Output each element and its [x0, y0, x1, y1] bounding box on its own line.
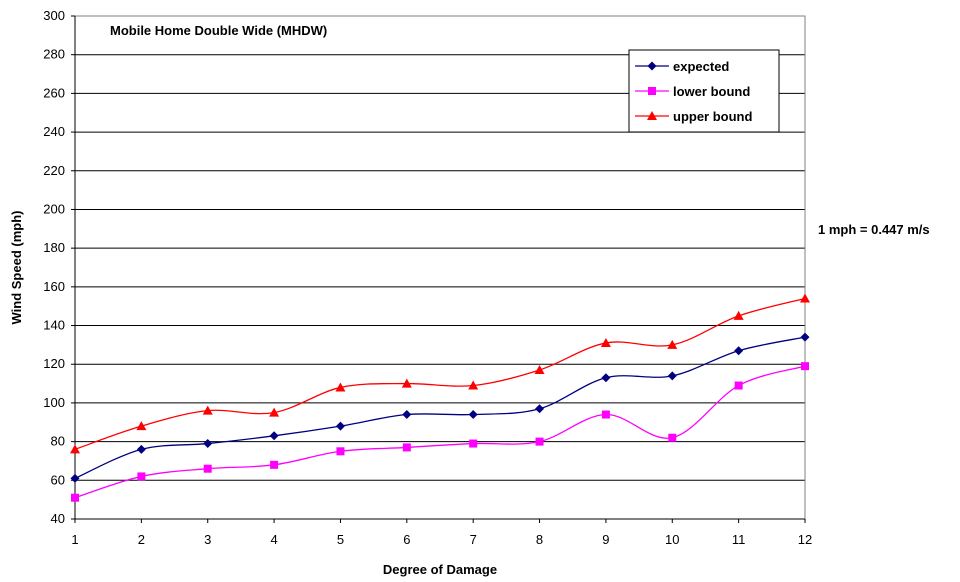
x-tick-label: 6	[403, 532, 410, 547]
data-point	[535, 437, 544, 446]
data-point	[70, 444, 80, 454]
data-point	[336, 447, 345, 456]
data-point	[800, 293, 810, 303]
data-point	[401, 378, 412, 388]
y-tick-label: 260	[43, 85, 65, 100]
y-tick-label: 60	[51, 472, 65, 487]
data-point	[733, 310, 744, 320]
chart-title: Mobile Home Double Wide (MHDW)	[110, 23, 327, 38]
x-tick-label: 3	[204, 532, 211, 547]
data-point	[468, 380, 479, 390]
x-tick-label: 8	[536, 532, 543, 547]
y-tick-label: 160	[43, 279, 65, 294]
data-point	[70, 473, 80, 483]
data-point	[534, 365, 545, 375]
legend-marker	[648, 87, 656, 95]
x-tick-label: 10	[665, 532, 679, 547]
data-point	[801, 362, 809, 371]
y-tick-label: 120	[43, 356, 65, 371]
x-tick-labels: 1 2 3 4 5 6 7 8 9 10 11 12	[71, 532, 812, 547]
legend-marker	[647, 61, 657, 71]
y-tick-label: 300	[43, 8, 65, 23]
x-tick-label: 2	[138, 532, 145, 547]
y-tick-label: 240	[43, 124, 65, 139]
data-point	[137, 472, 146, 481]
legend-label: upper bound	[673, 109, 752, 124]
data-point	[800, 332, 810, 342]
x-axis-title: Degree of Damage	[383, 562, 497, 577]
y-tick-label: 200	[43, 201, 65, 216]
data-point	[734, 346, 744, 356]
axes	[71, 15, 806, 523]
legend-label: lower bound	[673, 84, 750, 99]
x-tick-label: 5	[337, 532, 344, 547]
data-point	[601, 410, 610, 419]
data-point	[335, 421, 345, 431]
y-tick-label: 80	[51, 434, 65, 449]
data-point	[601, 373, 611, 383]
y-tick-label: 180	[43, 240, 65, 255]
data-point	[269, 431, 279, 441]
data-point	[667, 339, 678, 349]
series-line	[74, 336, 806, 479]
unit-conversion-note: 1 mph = 0.447 m/s	[818, 222, 930, 237]
data-point	[335, 382, 346, 392]
data-point	[136, 444, 146, 454]
series-expected	[70, 332, 810, 483]
data-point	[402, 443, 411, 452]
data-point	[668, 433, 677, 442]
data-point	[270, 460, 279, 469]
series-group	[70, 293, 810, 502]
y-tick-label: 40	[51, 511, 65, 526]
series-upper-bound	[70, 293, 810, 454]
x-tick-label: 9	[602, 532, 609, 547]
data-point	[535, 404, 545, 414]
y-tick-label: 140	[43, 318, 65, 333]
data-point	[202, 405, 213, 415]
data-point	[402, 410, 412, 420]
data-point	[203, 464, 212, 473]
x-tick-label: 1	[71, 532, 78, 547]
y-tick-label: 280	[43, 47, 65, 62]
x-tick-label: 7	[470, 532, 477, 547]
legend-label: expected	[673, 59, 729, 74]
data-point	[469, 439, 478, 448]
data-point	[468, 410, 478, 420]
legend-marker	[647, 111, 657, 120]
data-point	[269, 407, 280, 417]
data-point	[734, 381, 743, 390]
y-tick-label: 220	[43, 163, 65, 178]
legend: expected lower bound upper bound	[628, 49, 780, 133]
x-tick-label: 4	[270, 532, 277, 547]
y-axis-title: Wind Speed (mph)	[9, 211, 24, 325]
legend-item: expected	[635, 59, 729, 74]
legend-item: lower bound	[635, 84, 750, 99]
data-point	[71, 493, 79, 502]
data-point	[667, 371, 677, 381]
data-point	[203, 439, 213, 449]
x-tick-label: 11	[732, 532, 746, 547]
data-point	[600, 337, 611, 347]
y-tick-label: 100	[43, 395, 65, 410]
legend-item: upper bound	[635, 109, 752, 124]
series-line	[74, 297, 806, 450]
data-point	[136, 421, 147, 431]
series-lower-bound	[71, 362, 809, 502]
y-tick-labels: 40 60 80 100 120 140 160 180 200 220 240 260 280 300	[43, 8, 65, 526]
x-tick-label: 12	[798, 532, 812, 547]
